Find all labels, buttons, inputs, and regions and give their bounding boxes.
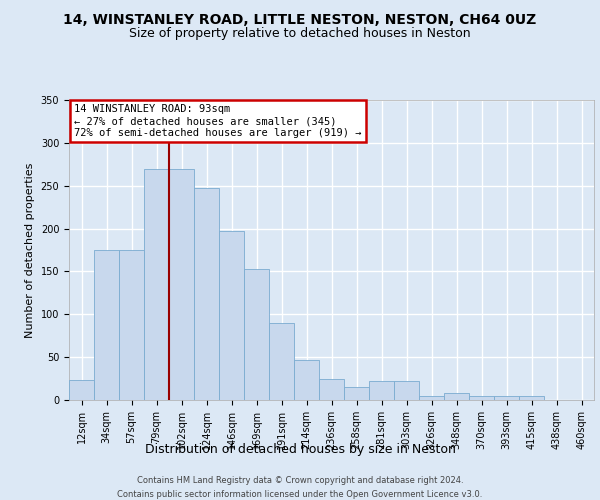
Text: Contains public sector information licensed under the Open Government Licence v3: Contains public sector information licen… [118, 490, 482, 499]
Bar [119, 250, 144, 400]
Bar [319, 378, 344, 400]
Bar [219, 231, 244, 400]
Bar [269, 323, 294, 400]
Bar [519, 396, 544, 400]
Bar [394, 381, 419, 400]
Bar [494, 396, 519, 400]
Text: Distribution of detached houses by size in Neston: Distribution of detached houses by size … [145, 442, 455, 456]
Bar [369, 381, 394, 400]
Bar [244, 269, 269, 400]
Y-axis label: Number of detached properties: Number of detached properties [25, 162, 35, 338]
Bar [194, 188, 219, 400]
Bar [69, 380, 94, 400]
Text: 14, WINSTANLEY ROAD, LITTLE NESTON, NESTON, CH64 0UZ: 14, WINSTANLEY ROAD, LITTLE NESTON, NEST… [64, 12, 536, 26]
Text: Contains HM Land Registry data © Crown copyright and database right 2024.: Contains HM Land Registry data © Crown c… [137, 476, 463, 485]
Bar [419, 396, 444, 400]
Text: Size of property relative to detached houses in Neston: Size of property relative to detached ho… [129, 28, 471, 40]
Bar [94, 250, 119, 400]
Bar [444, 393, 469, 400]
Bar [144, 168, 169, 400]
Bar [169, 168, 194, 400]
Text: 14 WINSTANLEY ROAD: 93sqm
← 27% of detached houses are smaller (345)
72% of semi: 14 WINSTANLEY ROAD: 93sqm ← 27% of detac… [74, 104, 362, 138]
Bar [344, 387, 369, 400]
Bar [294, 360, 319, 400]
Bar [469, 396, 494, 400]
